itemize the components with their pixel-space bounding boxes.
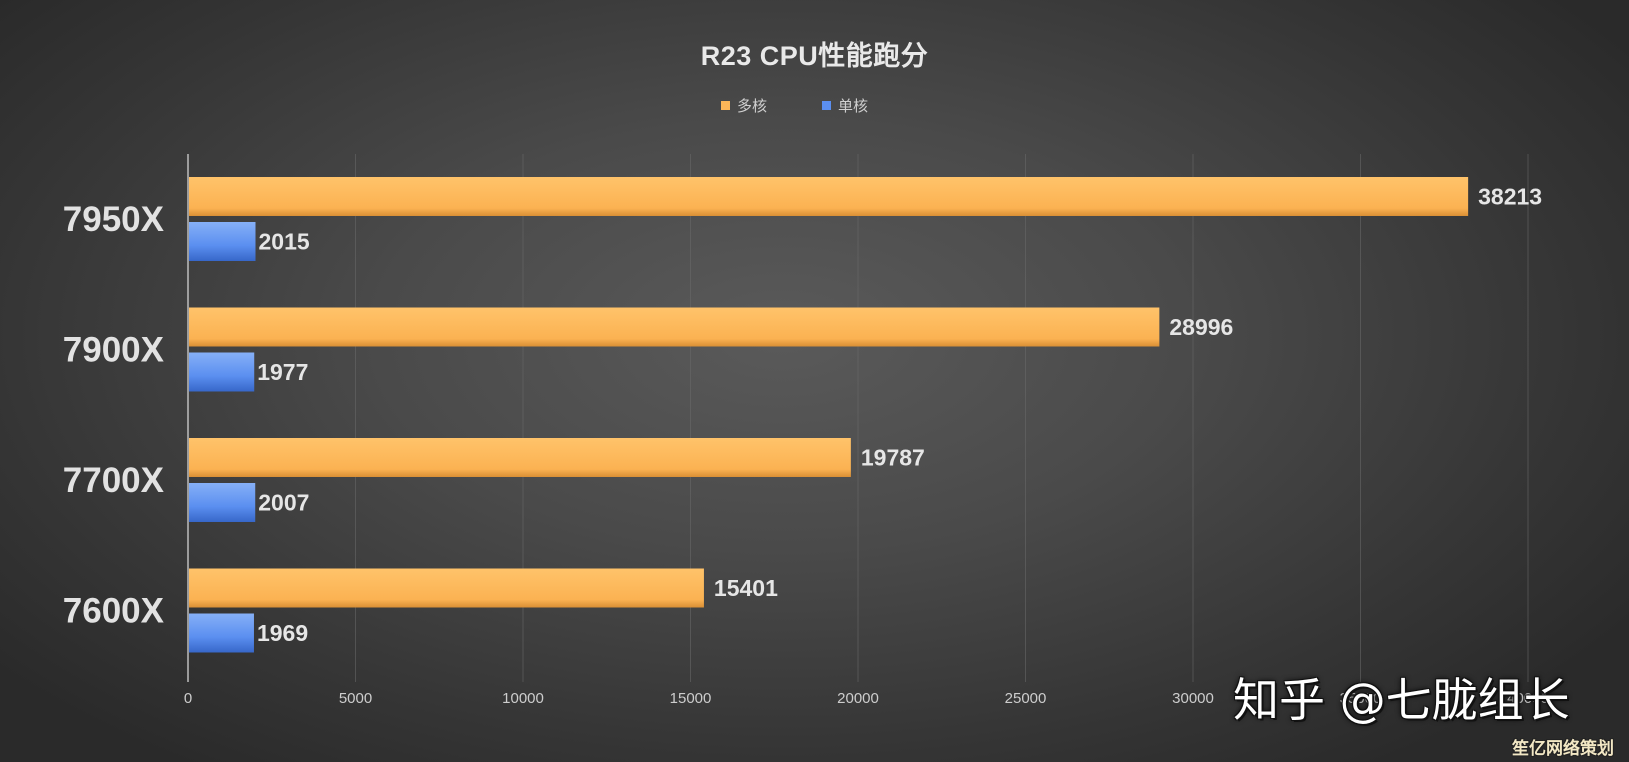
category-label-7900X: 7900X: [63, 331, 165, 370]
category-label-7950X: 7950X: [63, 200, 165, 239]
gridlines: [355, 154, 1529, 682]
x-tick-label-30000: 30000: [1172, 690, 1214, 707]
bar-multicore-7700X: [189, 438, 851, 477]
data-label-singlecore-7700X: 2007: [258, 490, 309, 516]
x-tick-label-10000: 10000: [502, 690, 544, 707]
bar-singlecore-7700X: [189, 483, 256, 522]
category-label-7700X: 7700X: [63, 461, 165, 500]
x-tick-label-25000: 25000: [1005, 690, 1047, 707]
bar-singlecore-7600X: [189, 613, 254, 653]
x-tick-label-15000: 15000: [670, 690, 712, 707]
x-tick-label-0: 0: [184, 690, 192, 707]
chart-title: R23 CPU性能跑分: [700, 41, 929, 71]
x-tick-label-35000: 35000: [1340, 690, 1382, 707]
bar-multicore-7900X: [189, 307, 1160, 347]
x-tick-label-40000: 40000: [1507, 690, 1549, 707]
data-label-singlecore-7600X: 1969: [257, 620, 308, 646]
data-label-multicore-7600X: 15401: [714, 575, 778, 601]
bar-multicore-7600X: [189, 568, 704, 608]
x-tick-label-20000: 20000: [837, 690, 879, 707]
data-label-multicore-7950X: 38213: [1478, 184, 1542, 210]
legend: 多核 单核: [0, 95, 1629, 115]
bar-multicore-7950X: [189, 177, 1469, 216]
data-label-singlecore-7950X: 2015: [259, 229, 310, 255]
bar-singlecore-7950X: [189, 222, 256, 261]
legend-item-multicore: 多核: [721, 95, 767, 115]
legend-label-multicore: 多核: [737, 97, 768, 115]
legend-swatch-singlecore: [822, 100, 831, 110]
x-tick-label-5000: 5000: [339, 690, 372, 707]
legend-label-singlecore: 单核: [838, 97, 869, 115]
legend-swatch-multicore: [721, 100, 730, 110]
watermark-corner: 笙亿网络策划: [1512, 739, 1614, 759]
labels: 0 5000 10000 15000 20000 25000 30000 35000 40000…: [63, 184, 1549, 708]
watermark-zhihu: 知乎 @七胧组长: [1233, 673, 1570, 727]
data-label-multicore-7900X: 28996: [1169, 314, 1233, 340]
legend-item-singlecore: 单核: [822, 95, 868, 115]
data-label-singlecore-7900X: 1977: [257, 359, 308, 385]
category-label-7600X: 7600X: [63, 592, 165, 631]
bars: [189, 177, 1469, 653]
bar-singlecore-7900X: [189, 352, 255, 392]
data-label-multicore-7700X: 19787: [861, 445, 925, 471]
